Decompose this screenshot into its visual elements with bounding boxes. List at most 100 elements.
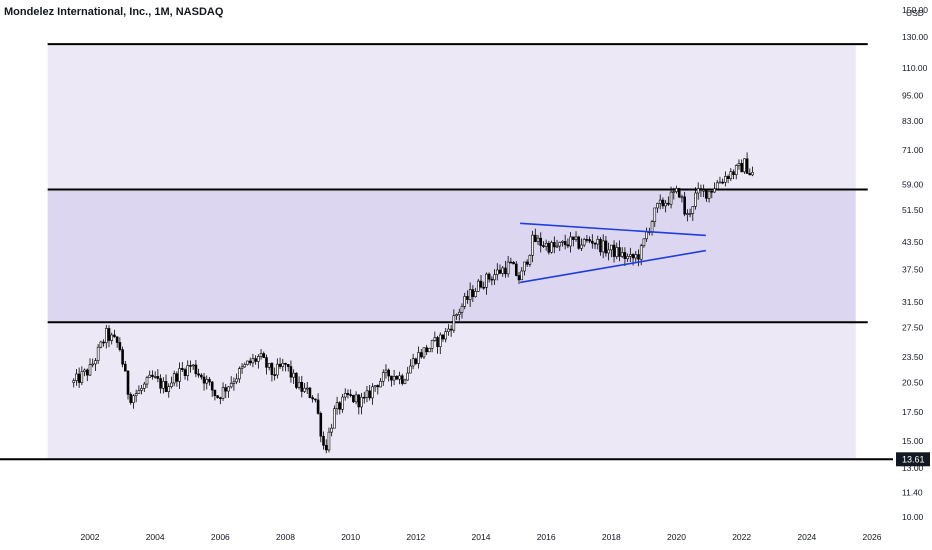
candle: [748, 168, 752, 176]
candle-body: [585, 239, 589, 241]
candle: [189, 360, 192, 373]
candle-body: [316, 399, 320, 414]
candle-body: [403, 379, 407, 384]
y-tick-label: 71.00: [902, 145, 924, 155]
candle: [159, 374, 162, 394]
candle-body: [547, 243, 551, 253]
candle: [751, 166, 754, 177]
candle-body: [240, 366, 244, 369]
candle-body: [156, 376, 160, 379]
candle: [463, 292, 467, 310]
candle: [197, 368, 200, 378]
candle: [267, 363, 271, 371]
current-price-badge: [896, 452, 930, 467]
candle: [281, 358, 285, 372]
zone-upper: [47, 44, 856, 190]
candle: [591, 234, 594, 249]
candle-body: [588, 239, 591, 242]
candle: [414, 357, 418, 366]
candle: [490, 276, 494, 286]
candle: [354, 391, 358, 405]
candle-body: [455, 314, 458, 317]
candle-body: [517, 275, 521, 281]
candle: [449, 324, 453, 337]
candle: [205, 375, 209, 390]
candle-body: [273, 374, 276, 376]
chart-title: Mondelez International, Inc., 1M, NASDAQ: [4, 6, 224, 18]
candle: [118, 337, 122, 352]
candle: [115, 336, 119, 348]
candle-body: [737, 163, 741, 166]
candle: [107, 325, 111, 348]
candle-body: [308, 387, 312, 398]
candle: [365, 386, 369, 403]
candle-body: [417, 352, 420, 364]
candle: [553, 236, 556, 254]
candle-body: [433, 337, 437, 341]
candle: [75, 368, 78, 386]
candle-body: [688, 213, 692, 215]
candle-body: [373, 385, 377, 388]
candle: [536, 234, 540, 245]
candle-body: [699, 188, 703, 191]
candle: [276, 358, 279, 379]
candle: [653, 207, 657, 227]
candle: [227, 386, 230, 398]
candle-body: [553, 242, 556, 248]
candle-body: [658, 199, 662, 204]
candle: [368, 384, 371, 401]
candle-body: [224, 387, 228, 392]
candle-body: [715, 182, 719, 190]
candle-body: [229, 383, 233, 388]
candle: [438, 332, 442, 355]
candle: [713, 182, 716, 193]
candle-body: [387, 369, 390, 377]
candle: [360, 392, 363, 415]
candle: [626, 253, 629, 262]
candle-body: [441, 334, 445, 340]
candle: [300, 375, 304, 398]
candle-body: [202, 376, 206, 384]
candle: [485, 272, 488, 295]
candle-body: [495, 269, 499, 275]
candle-body: [392, 375, 396, 381]
candle-body: [425, 347, 428, 353]
candle-body: [577, 236, 581, 249]
candle-body: [466, 296, 469, 300]
candle-body: [645, 231, 648, 240]
candle: [153, 371, 157, 379]
candle-body: [610, 244, 613, 251]
candle-body: [365, 390, 369, 398]
candle: [362, 391, 366, 404]
candle: [479, 274, 483, 289]
y-tick-label: 51.50: [902, 205, 924, 215]
candle-body: [159, 378, 162, 389]
candle-body: [411, 358, 415, 367]
candle: [501, 266, 505, 277]
candles-layer: [72, 152, 754, 454]
candle: [77, 367, 81, 388]
candle: [330, 423, 333, 437]
candle-body: [197, 373, 200, 376]
candle: [504, 260, 507, 278]
candle-body: [490, 278, 494, 281]
candle-body: [528, 255, 532, 265]
candle: [384, 364, 388, 379]
candle: [680, 194, 684, 203]
candle-body: [335, 402, 339, 409]
candle-body: [113, 334, 116, 338]
zones-layer: [47, 44, 856, 460]
candle: [145, 375, 149, 388]
candle-body: [615, 247, 619, 257]
candle-body: [267, 363, 271, 368]
candle: [156, 369, 160, 383]
candle-body: [400, 375, 404, 384]
candle: [191, 363, 195, 371]
time-axis: 2002 2004 2006 2008 2010 2012 2014 2016 2018 2020…: [81, 532, 882, 542]
candle-body: [115, 336, 119, 343]
candle: [615, 242, 619, 260]
candle: [216, 395, 219, 399]
candle: [319, 411, 323, 443]
candle-body: [637, 254, 640, 260]
